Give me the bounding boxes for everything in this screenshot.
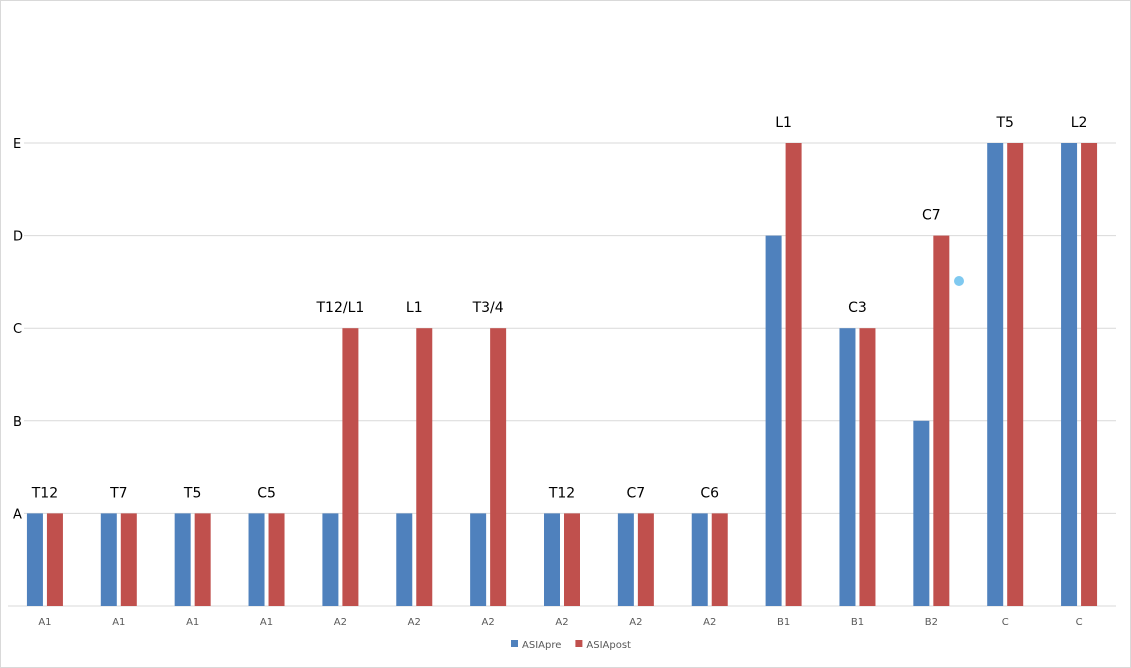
- legend-swatch: [575, 640, 583, 647]
- y-tick-label: A: [13, 507, 22, 522]
- bar-ASIApre: [839, 328, 856, 606]
- x-tick-label: A2: [334, 617, 347, 628]
- data-label: C5: [257, 485, 276, 501]
- x-tick-label: A1: [112, 617, 125, 628]
- x-tick-label: C: [1002, 617, 1009, 628]
- data-label: T12/L1: [316, 300, 365, 316]
- bar-ASIApost: [46, 513, 63, 606]
- bar-ASIApre: [100, 513, 117, 606]
- data-label: T12: [31, 485, 58, 501]
- x-tick-label: A1: [260, 617, 273, 628]
- bar-ASIApost: [564, 513, 580, 606]
- bar-ASIApre: [26, 513, 43, 606]
- bar-ASIApost: [1007, 143, 1024, 606]
- data-label: T3/4: [472, 300, 504, 316]
- bar-ASIApost: [933, 235, 950, 606]
- x-tick-label: A1: [186, 617, 199, 628]
- data-label: T12: [548, 485, 575, 501]
- x-tick-label: A2: [629, 617, 642, 628]
- y-tick-label: C: [13, 322, 22, 337]
- gridlines: [8, 142, 1116, 607]
- x-tick-label: A1: [38, 617, 51, 628]
- data-label: C3: [848, 300, 867, 316]
- x-tick-label: B1: [851, 617, 864, 628]
- bars: [26, 143, 1098, 606]
- data-label: L1: [775, 115, 792, 131]
- x-tick-label: B1: [777, 617, 790, 628]
- bar-ASIApre: [470, 513, 487, 606]
- bar-ASIApre: [544, 513, 560, 606]
- bar-ASIApre: [248, 513, 265, 606]
- x-axis: A1 A1 A1 A1 A2 A2 A2 A2 A2 A2 B1 B1 B2 C C: [38, 617, 1082, 628]
- y-axis: A B C D E: [13, 137, 23, 522]
- legend: ASIApre ASIApost: [511, 640, 631, 651]
- y-tick-label: E: [13, 137, 21, 152]
- bar-ASIApost: [859, 328, 876, 606]
- data-labels: T12 T7 T5 C5 T12/L1 L1 T3/4 T12 C7 C6 L1 C3 C7 T5 L2: [31, 115, 1088, 501]
- bar-ASIApre: [691, 513, 708, 606]
- y-tick-label: B: [13, 415, 22, 430]
- bar-ASIApost: [416, 328, 433, 606]
- legend-label: ASIApost: [586, 640, 631, 651]
- bar-ASIApre: [987, 143, 1004, 606]
- bar-ASIApre: [322, 513, 339, 606]
- data-label: T5: [183, 485, 201, 501]
- bar-ASIApre: [396, 513, 413, 606]
- bar-ASIApre: [765, 235, 782, 606]
- data-label: T5: [995, 115, 1013, 131]
- data-label: C6: [700, 485, 719, 501]
- bar-ASIApost: [342, 328, 359, 606]
- x-tick-label: A2: [555, 617, 568, 628]
- legend-label: ASIApre: [522, 640, 561, 651]
- bar-ASIApost: [785, 143, 802, 606]
- bar-ASIApost: [120, 513, 137, 606]
- x-tick-label: A2: [482, 617, 495, 628]
- bar-ASIApost: [1081, 143, 1098, 606]
- bar-ASIApost: [637, 513, 654, 606]
- bar-ASIApre: [913, 420, 930, 606]
- x-tick-label: A2: [408, 617, 421, 628]
- data-label: C7: [922, 208, 941, 224]
- data-label: C7: [627, 485, 646, 501]
- bar-ASIApre: [617, 513, 634, 606]
- x-tick-label: A2: [703, 617, 716, 628]
- data-label: L2: [1071, 115, 1088, 131]
- bar-ASIApre: [174, 513, 191, 606]
- y-tick-label: D: [13, 230, 23, 245]
- x-tick-label: C: [1076, 617, 1083, 628]
- bar-ASIApre: [1061, 143, 1078, 606]
- data-label: T7: [109, 485, 127, 501]
- legend-swatch: [511, 640, 518, 647]
- bar-ASIApost: [490, 328, 507, 606]
- data-label: L1: [406, 300, 423, 316]
- cursor-dot: [954, 276, 964, 286]
- bar-ASIApost: [194, 513, 211, 606]
- x-tick-label: B2: [925, 617, 938, 628]
- bar-ASIApost: [268, 513, 285, 606]
- bar-ASIApost: [711, 513, 728, 606]
